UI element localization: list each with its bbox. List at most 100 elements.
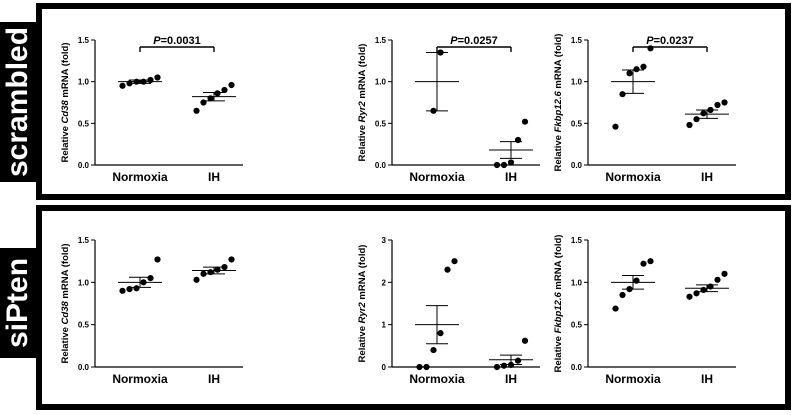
data-point: [714, 276, 721, 283]
y-tick-label: 1.0: [571, 78, 583, 87]
data-point: [451, 258, 458, 265]
data-point: [633, 66, 640, 73]
data-point: [640, 63, 647, 70]
data-point: [444, 266, 451, 273]
data-point: [626, 70, 633, 77]
data-point: [619, 291, 626, 299]
x-tick-label: IH: [505, 372, 517, 386]
y-tick-label: 0.5: [571, 119, 583, 128]
data-point: [721, 270, 728, 277]
data-point: [700, 110, 707, 117]
y-tick-label: 0.0: [375, 161, 387, 170]
x-tick-label: Normoxia: [605, 372, 661, 386]
x-tick-label: Normoxia: [112, 372, 168, 386]
significance-prefix: P: [450, 35, 458, 47]
y-axis-label-part: Relative: [60, 324, 71, 363]
chart-5: 0 1 2 3 Relative Ryr2 mRNA (fold) Normoxia IH: [357, 236, 540, 386]
data-point: [640, 260, 647, 267]
chart-6: 0.0 0.5 1.0 1.5 Relative Fkbp12.6 mRNA (fold…: [553, 235, 736, 386]
x-tick-label: IH: [505, 170, 517, 184]
y-axis-label-part: mRNA (fold): [60, 243, 71, 301]
y-axis-label: Relative Cd38 mRNA (fold): [60, 243, 71, 363]
y-tick-label: 1: [382, 321, 387, 330]
y-tick-label: 0.5: [571, 321, 583, 330]
y-tick-label: 0.0: [571, 161, 583, 170]
y-tick-label: 0: [382, 363, 387, 372]
data-point: [133, 285, 140, 292]
data-point: [693, 116, 700, 123]
data-point: [514, 357, 522, 364]
y-tick-label: 0.5: [78, 321, 90, 330]
y-axis-label-part: Relative: [357, 323, 368, 362]
y-axis-label: Relative Fkbp12.6 mRNA (fold): [553, 235, 564, 373]
x-tick-label: IH: [701, 372, 713, 386]
y-axis-label-part: Fkbp12.6: [553, 91, 564, 133]
scrambled-panel: [36, 3, 791, 200]
y-axis-label-part: mRNA (fold): [60, 42, 71, 100]
chart-4: 0.0 0.5 1.0 1.5 Relative Cd38 mRNA (fold) Nor…: [60, 236, 243, 386]
significance-prefix: P: [153, 35, 161, 47]
data-point: [228, 256, 235, 263]
y-tick-label: 1.5: [375, 36, 387, 45]
y-tick-label: 1.5: [78, 36, 90, 45]
y-axis-label-part: Cd38: [60, 99, 71, 123]
y-axis-label: Relative Ryr2 mRNA (fold): [357, 44, 368, 162]
data-point: [714, 101, 721, 109]
data-point: [221, 86, 228, 94]
data-point: [119, 82, 126, 89]
y-tick-label: 1.0: [78, 278, 90, 287]
y-axis-label-part: Ryr2: [357, 302, 368, 324]
x-tick-label: IH: [701, 170, 713, 184]
significance-value: =0.0031: [161, 35, 201, 47]
data-point: [214, 90, 221, 97]
data-point: [612, 123, 619, 130]
y-tick-label: 1.0: [375, 78, 387, 87]
x-tick-label: Normoxia: [605, 170, 661, 184]
significance-label: P=0.0257: [450, 35, 497, 47]
y-axis-label-part: Relative: [553, 132, 564, 171]
y-tick-label: 3: [382, 236, 387, 245]
y-tick-label: 1.5: [571, 236, 583, 245]
y-axis-label-part: Relative: [553, 333, 564, 372]
data-point: [500, 161, 508, 169]
y-tick-label: 1.0: [78, 78, 90, 87]
y-axis-label: Relative Cd38 mRNA (fold): [60, 42, 71, 162]
data-point: [423, 363, 430, 371]
y-tick-label: 1.0: [571, 278, 583, 287]
data-point: [214, 266, 221, 273]
y-axis-label-part: Relative: [357, 122, 368, 161]
significance-label: P=0.0237: [646, 35, 693, 47]
y-tick-label: 0.0: [78, 161, 90, 170]
significance-label: P=0.0031: [153, 35, 200, 47]
data-point: [200, 99, 207, 106]
data-point: [437, 330, 444, 337]
data-point: [619, 91, 626, 98]
y-tick-label: 0.0: [78, 363, 90, 372]
y-axis-label-part: mRNA (fold): [357, 44, 368, 102]
significance-value: =0.0257: [458, 35, 498, 47]
data-point: [500, 362, 508, 369]
y-axis-label-part: Ryr2: [357, 101, 368, 123]
data-point: [416, 363, 423, 371]
data-point: [193, 276, 200, 283]
y-axis-label-part: mRNA (fold): [553, 34, 564, 92]
scrambled-label: scrambled: [0, 22, 36, 182]
data-point: [430, 346, 437, 354]
y-axis-label: Relative Ryr2 mRNA (fold): [357, 245, 368, 363]
data-point: [119, 287, 126, 294]
y-axis-label-part: mRNA (fold): [553, 235, 564, 293]
x-tick-label: Normoxia: [409, 170, 465, 184]
x-tick-label: IH: [208, 372, 220, 386]
sipten-label: siPten: [0, 248, 36, 358]
y-tick-label: 2: [382, 278, 387, 287]
data-point: [154, 256, 161, 263]
chart-3: 0.0 0.5 1.0 1.5 Relative Fkbp12.6 mRNA (fold…: [553, 34, 736, 184]
data-point: [721, 99, 728, 106]
y-tick-label: 0.5: [375, 119, 387, 128]
data-point: [493, 161, 501, 169]
chart-1: 0.0 0.5 1.0 1.5 Relative Cd38 mRNA (fold) Nor…: [60, 35, 243, 184]
x-tick-label: IH: [208, 170, 220, 184]
y-axis-label: Relative Fkbp12.6 mRNA (fold): [553, 34, 564, 172]
data-point: [507, 159, 515, 166]
